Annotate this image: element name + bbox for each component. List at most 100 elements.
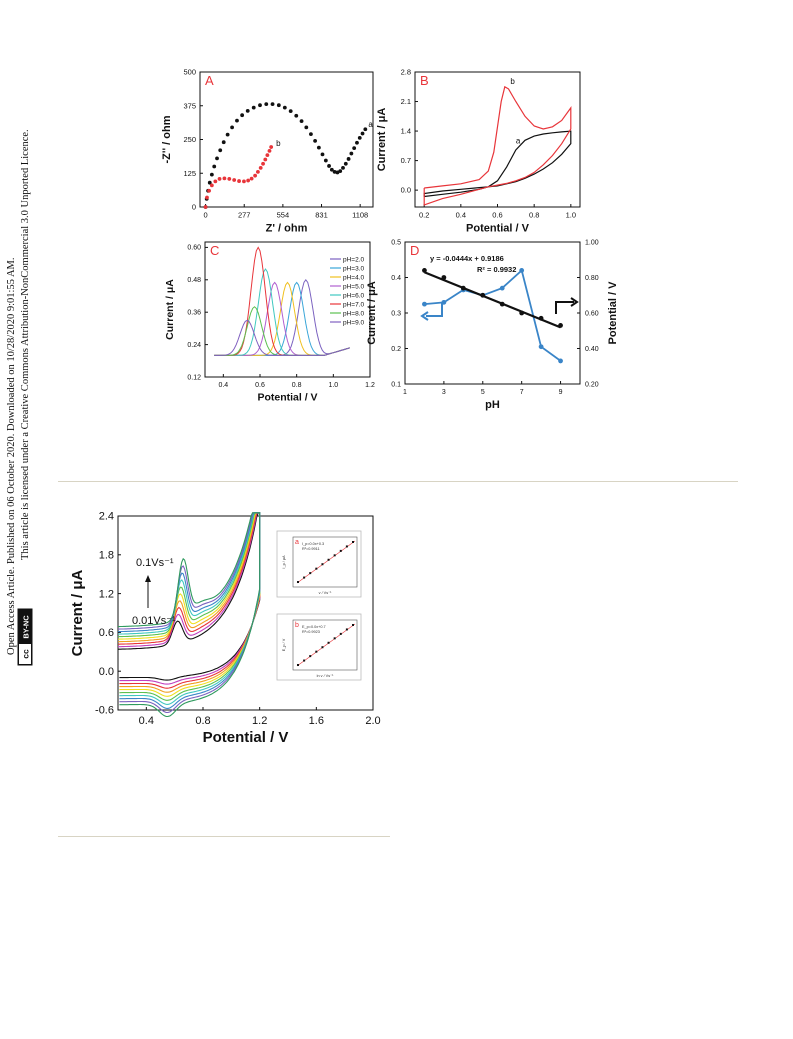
x-tick-label: 1.6 [309, 715, 324, 727]
x-tick-label: 9 [559, 389, 563, 396]
y-axis-label: Current / μA [376, 108, 388, 172]
inset-r2: R²=0.9911 [302, 547, 320, 551]
inset-x-label: ln v / Vs⁻¹ [317, 674, 335, 678]
y-tick-label: 0.6 [99, 627, 114, 639]
panel-letter: D [410, 243, 419, 258]
current-point [499, 285, 505, 291]
potential-fit-line [424, 271, 561, 329]
data-point-a [352, 146, 357, 151]
x-tick-label: 1 [403, 389, 407, 396]
x-tick-label: 0.6 [492, 211, 502, 220]
x-tick-label: 5 [481, 389, 485, 396]
chart-panel-b: 0.2 0.4 0.6 0.8 1.0 0.0 0.7 1.4 2.1 2.8 Potential … [376, 68, 581, 235]
x-tick-label: 0.2 [419, 211, 429, 220]
y-tick-label: 1.2 [99, 588, 114, 600]
data-point-a [341, 165, 345, 170]
data-point-b [222, 176, 227, 181]
inset-y-label: E_p / V [282, 638, 286, 651]
inset-point [352, 541, 354, 543]
data-point-a [235, 118, 239, 123]
y2-tick-label: 0.60 [585, 311, 599, 318]
data-point-b [203, 205, 208, 209]
data-point-a [304, 125, 309, 130]
x-tick-label: 7 [520, 389, 524, 396]
legend-label: pH=8.0 [343, 311, 365, 318]
y-tick-label: 2.8 [401, 68, 411, 77]
data-point-b [209, 183, 214, 188]
y-tick-label: 0.0 [401, 186, 411, 195]
potential-point [538, 315, 544, 321]
potential-point [422, 268, 427, 273]
inset-frame [276, 613, 362, 681]
data-point-b [205, 195, 209, 200]
series-label-a: a [368, 120, 373, 129]
inset-fit-line [296, 623, 356, 667]
data-point-a [282, 105, 287, 110]
data-point-b [269, 145, 274, 149]
x-tick-label: 0.8 [195, 715, 210, 727]
inset-a: a I_p=0.0x+0.3R²=0.9911 v / Vs⁻¹ I_p / μA [276, 530, 362, 598]
series-label-a: a [516, 137, 521, 146]
legend-label: pH=7.0 [343, 302, 365, 309]
x-axis-label: Potential / V [466, 223, 530, 235]
legend-label: pH=2.0 [343, 257, 365, 264]
data-point-a [313, 138, 318, 143]
inset-point [339, 632, 342, 635]
cc-license-badge[interactable]: cc BY-NC [17, 608, 33, 666]
y-tick-label: 0.12 [187, 374, 201, 381]
cv-curve [118, 512, 261, 718]
y-tick-label: 0.3 [391, 310, 401, 317]
data-point-b [255, 170, 260, 174]
chart-panel-a: 0 277 554 831 1108 0 125 250 375 500 Z' / ohm -Z'' … [161, 68, 374, 235]
inset-point [297, 664, 299, 666]
x-tick-label: 277 [238, 211, 251, 220]
plot-frame [199, 71, 374, 208]
x-tick-label: 2.0 [365, 715, 380, 727]
data-point-a [264, 102, 269, 107]
data-point-b [263, 157, 268, 162]
y-tick-label: 125 [183, 169, 196, 178]
data-point-a [251, 105, 256, 110]
x-axis-label: Potential / V [257, 392, 317, 404]
inset-fit-line [296, 540, 356, 584]
data-point-a [207, 180, 212, 185]
y-tick-label: 250 [183, 135, 196, 144]
data-point-b [261, 161, 265, 166]
x-axis-label: Potential / V [203, 729, 289, 746]
inset-point [321, 646, 324, 649]
inset-equation: I_p=0.0x+0.3 [302, 542, 324, 546]
x-axis-label: Z' / ohm [266, 223, 308, 235]
data-point-b [232, 178, 237, 182]
x-tick-label: 1.0 [328, 382, 338, 389]
potential-point [519, 310, 525, 316]
cv-curve-b [423, 85, 572, 206]
x-axis-label: pH [485, 399, 500, 411]
sidebar-line-2: This article is licensed under a Creativ… [20, 129, 31, 560]
data-point-a [346, 157, 351, 161]
inset-point [333, 637, 336, 640]
current-point [538, 344, 544, 350]
inset-letter: a [295, 539, 299, 546]
inset-point [339, 549, 342, 552]
divider-top [58, 481, 738, 482]
plot-frame [204, 241, 371, 378]
data-point-b [213, 179, 218, 184]
divider-bottom [58, 836, 390, 837]
data-point-a [215, 156, 219, 161]
data-point-a [360, 131, 365, 136]
y-tick-label: 0.2 [391, 346, 401, 353]
data-point-a [294, 113, 299, 118]
current-point [422, 301, 427, 307]
y-axis-label: Current / μA [69, 569, 86, 656]
data-point-a [225, 132, 230, 137]
data-point-a [240, 113, 245, 118]
y2-axis-label: Potential / V [607, 281, 619, 345]
series-label-b: b [276, 139, 281, 148]
y-tick-label: 2.1 [401, 97, 411, 106]
legend-label: pH=6.0 [343, 293, 365, 300]
x-tick-label: 0.8 [292, 382, 302, 389]
y-tick-label: 1.4 [401, 127, 411, 136]
sidebar-line-1: Open Access Article. Published on 06 Oct… [6, 258, 17, 656]
dpv-curve [214, 281, 350, 356]
